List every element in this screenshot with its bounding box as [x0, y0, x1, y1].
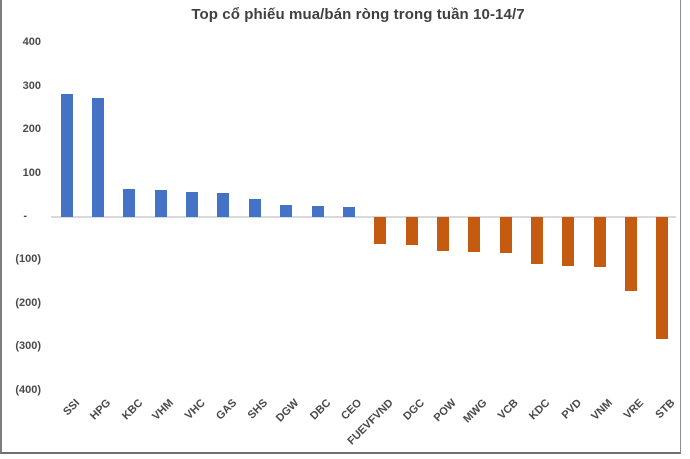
category-label-stb: STB	[653, 397, 678, 422]
category-label-hpg: HPG	[88, 397, 114, 423]
category-label-ceo: CEO	[338, 397, 365, 423]
chart-title: Top cổ phiếu mua/bán ròng trong tuần 10-…	[191, 6, 525, 23]
bar-shs	[248, 198, 261, 217]
y-axis-tick-label: -	[23, 210, 27, 222]
category-label-pvd: PVD	[559, 397, 584, 422]
category-label-vre: VRE	[622, 397, 647, 422]
bar-ssi	[60, 94, 73, 217]
category-label-vnm: VNM	[589, 397, 616, 423]
bar-fuevfvnd	[374, 217, 387, 245]
y-axis-tick-label: 400	[22, 36, 41, 49]
category-label-kdc: KDC	[527, 397, 553, 423]
bar-mwg	[468, 217, 481, 252]
bar-ceo	[342, 207, 355, 217]
bar-vre	[625, 217, 637, 292]
y-axis-tick-label: (300)	[15, 340, 41, 353]
bar-dgc	[405, 217, 418, 246]
bar-dbc	[311, 205, 324, 217]
y-axis-tick-label: (100)	[15, 253, 41, 266]
bar-vhc	[186, 192, 199, 217]
bar-vhm	[154, 189, 167, 217]
category-label-dbc: DBC	[307, 397, 333, 423]
category-label-vhm: VHM	[150, 397, 177, 423]
y-axis-tick-label: (200)	[15, 296, 41, 309]
bar-pow	[436, 217, 449, 251]
category-label-mwg: MWG	[461, 397, 490, 426]
bar-stb	[656, 217, 669, 340]
category-label-gas: GAS	[213, 397, 239, 423]
category-label-kbc: KBC	[119, 397, 145, 423]
category-label-ssi: SSI	[61, 397, 83, 419]
bar-kdc	[530, 217, 543, 265]
category-label-shs: SHS	[245, 397, 271, 422]
bar-vnm	[593, 217, 606, 268]
bar-pvd	[562, 217, 575, 267]
bar-hpg	[92, 97, 105, 217]
y-axis-tick-label: 300	[22, 79, 41, 92]
bar-dgw	[280, 204, 293, 217]
bar-kbc	[123, 188, 136, 217]
y-axis-tick-label: 100	[22, 166, 41, 179]
category-label-pow: POW	[431, 397, 459, 425]
bar-vcb	[499, 217, 512, 254]
x-axis-line	[51, 216, 676, 218]
category-label-dgw: DGW	[274, 397, 302, 425]
category-label-dgc: DGC	[401, 397, 428, 423]
y-axis-tick-label: (400)	[15, 383, 41, 396]
bar-gas	[217, 193, 230, 217]
category-label-vcb: VCB	[496, 397, 522, 422]
category-label-vhc: VHC	[182, 397, 208, 422]
y-axis-tick-label: 200	[22, 123, 41, 136]
